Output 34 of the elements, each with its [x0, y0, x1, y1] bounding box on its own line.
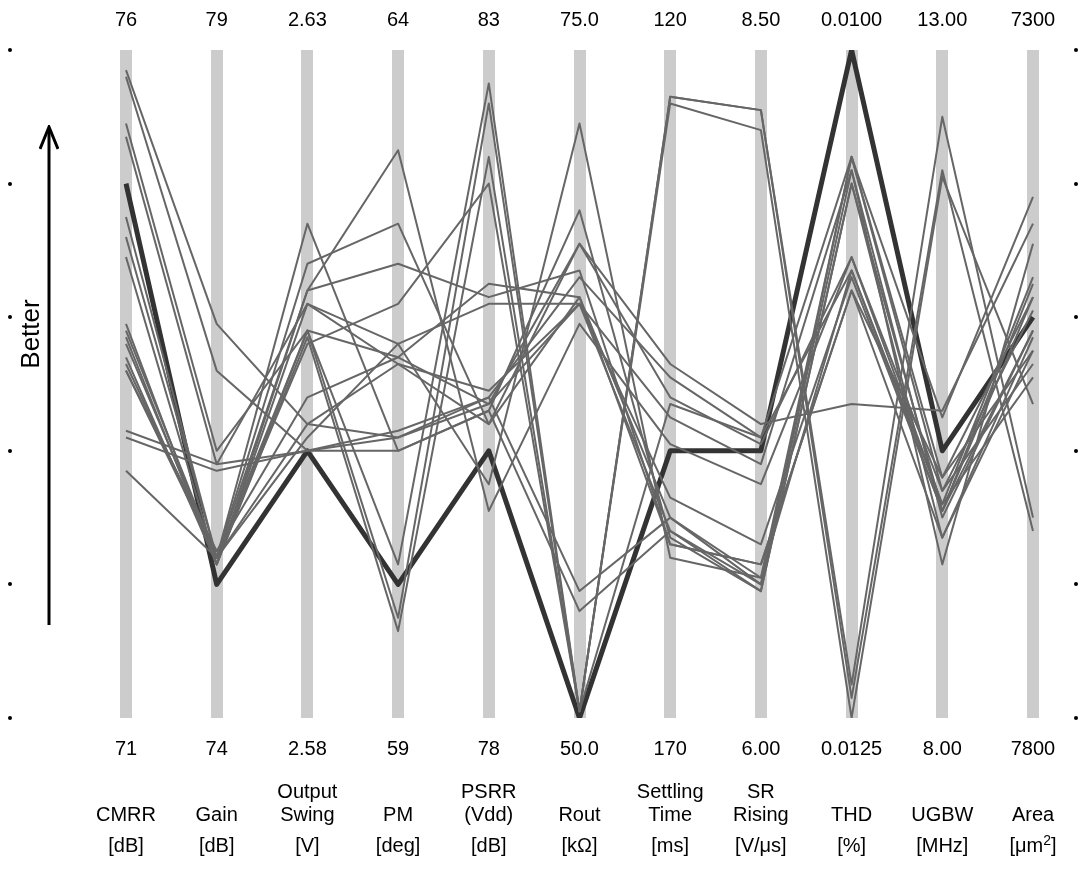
text: 79 — [204, 8, 229, 31]
x-tick-label: Area [μm$^{2}$] — [1008, 803, 1058, 857]
x-tick-label: Output Swing [V] — [276, 780, 339, 857]
text: 0.0100 — [820, 8, 884, 31]
text: 120 — [652, 8, 688, 31]
text: 170 — [652, 737, 688, 760]
text: 7800 — [1009, 737, 1057, 760]
x-tick-label: PSRR (Vdd) [dB] — [460, 780, 518, 857]
text: 59 — [385, 737, 411, 760]
x-tick-label: CMRR [dB] — [95, 803, 157, 857]
x-tick-label: UGBW [MHz] — [910, 803, 975, 857]
text: 13.00 — [916, 8, 969, 31]
text: 74 — [204, 737, 229, 760]
text: 8.50 — [740, 8, 782, 31]
text: 50.0 — [559, 737, 600, 760]
text: 83 — [476, 8, 501, 31]
text: 78 — [476, 737, 501, 760]
text: 75.0 — [559, 8, 600, 31]
text: 71 — [113, 737, 139, 760]
text: 64 — [385, 8, 411, 31]
text: 6.00 — [740, 737, 782, 760]
text: 76 — [113, 8, 139, 31]
x-tick-label: Rout [kΩ] — [557, 803, 602, 857]
x-tick-label: Gain [dB] — [194, 803, 239, 857]
text: 2.63 — [286, 8, 328, 31]
x-tick-label: PM [deg] — [374, 803, 422, 857]
x-tick-label: THD [%] — [830, 803, 874, 857]
text: 0.0125 — [820, 737, 884, 760]
text: 8.00 — [921, 737, 963, 760]
x-tick-label: Settling Time [ms] — [635, 780, 705, 857]
x-tick-label: SR Rising [V/μs] — [732, 780, 790, 857]
text: 7300 — [1009, 8, 1057, 31]
text: 2.58 — [286, 737, 328, 760]
y-axis-title: Better — [15, 298, 46, 369]
